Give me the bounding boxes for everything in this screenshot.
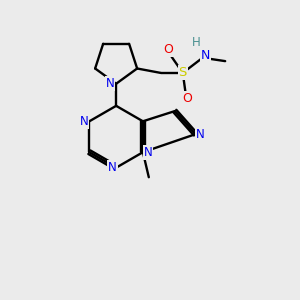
Text: H: H	[192, 36, 201, 49]
Text: N: N	[144, 146, 153, 159]
Text: N: N	[108, 161, 117, 174]
Text: N: N	[196, 128, 205, 141]
Text: N: N	[106, 77, 115, 90]
Text: N: N	[80, 115, 88, 128]
Text: O: O	[163, 43, 173, 56]
Text: S: S	[178, 66, 187, 80]
Text: N: N	[201, 49, 210, 62]
Text: O: O	[182, 92, 192, 105]
